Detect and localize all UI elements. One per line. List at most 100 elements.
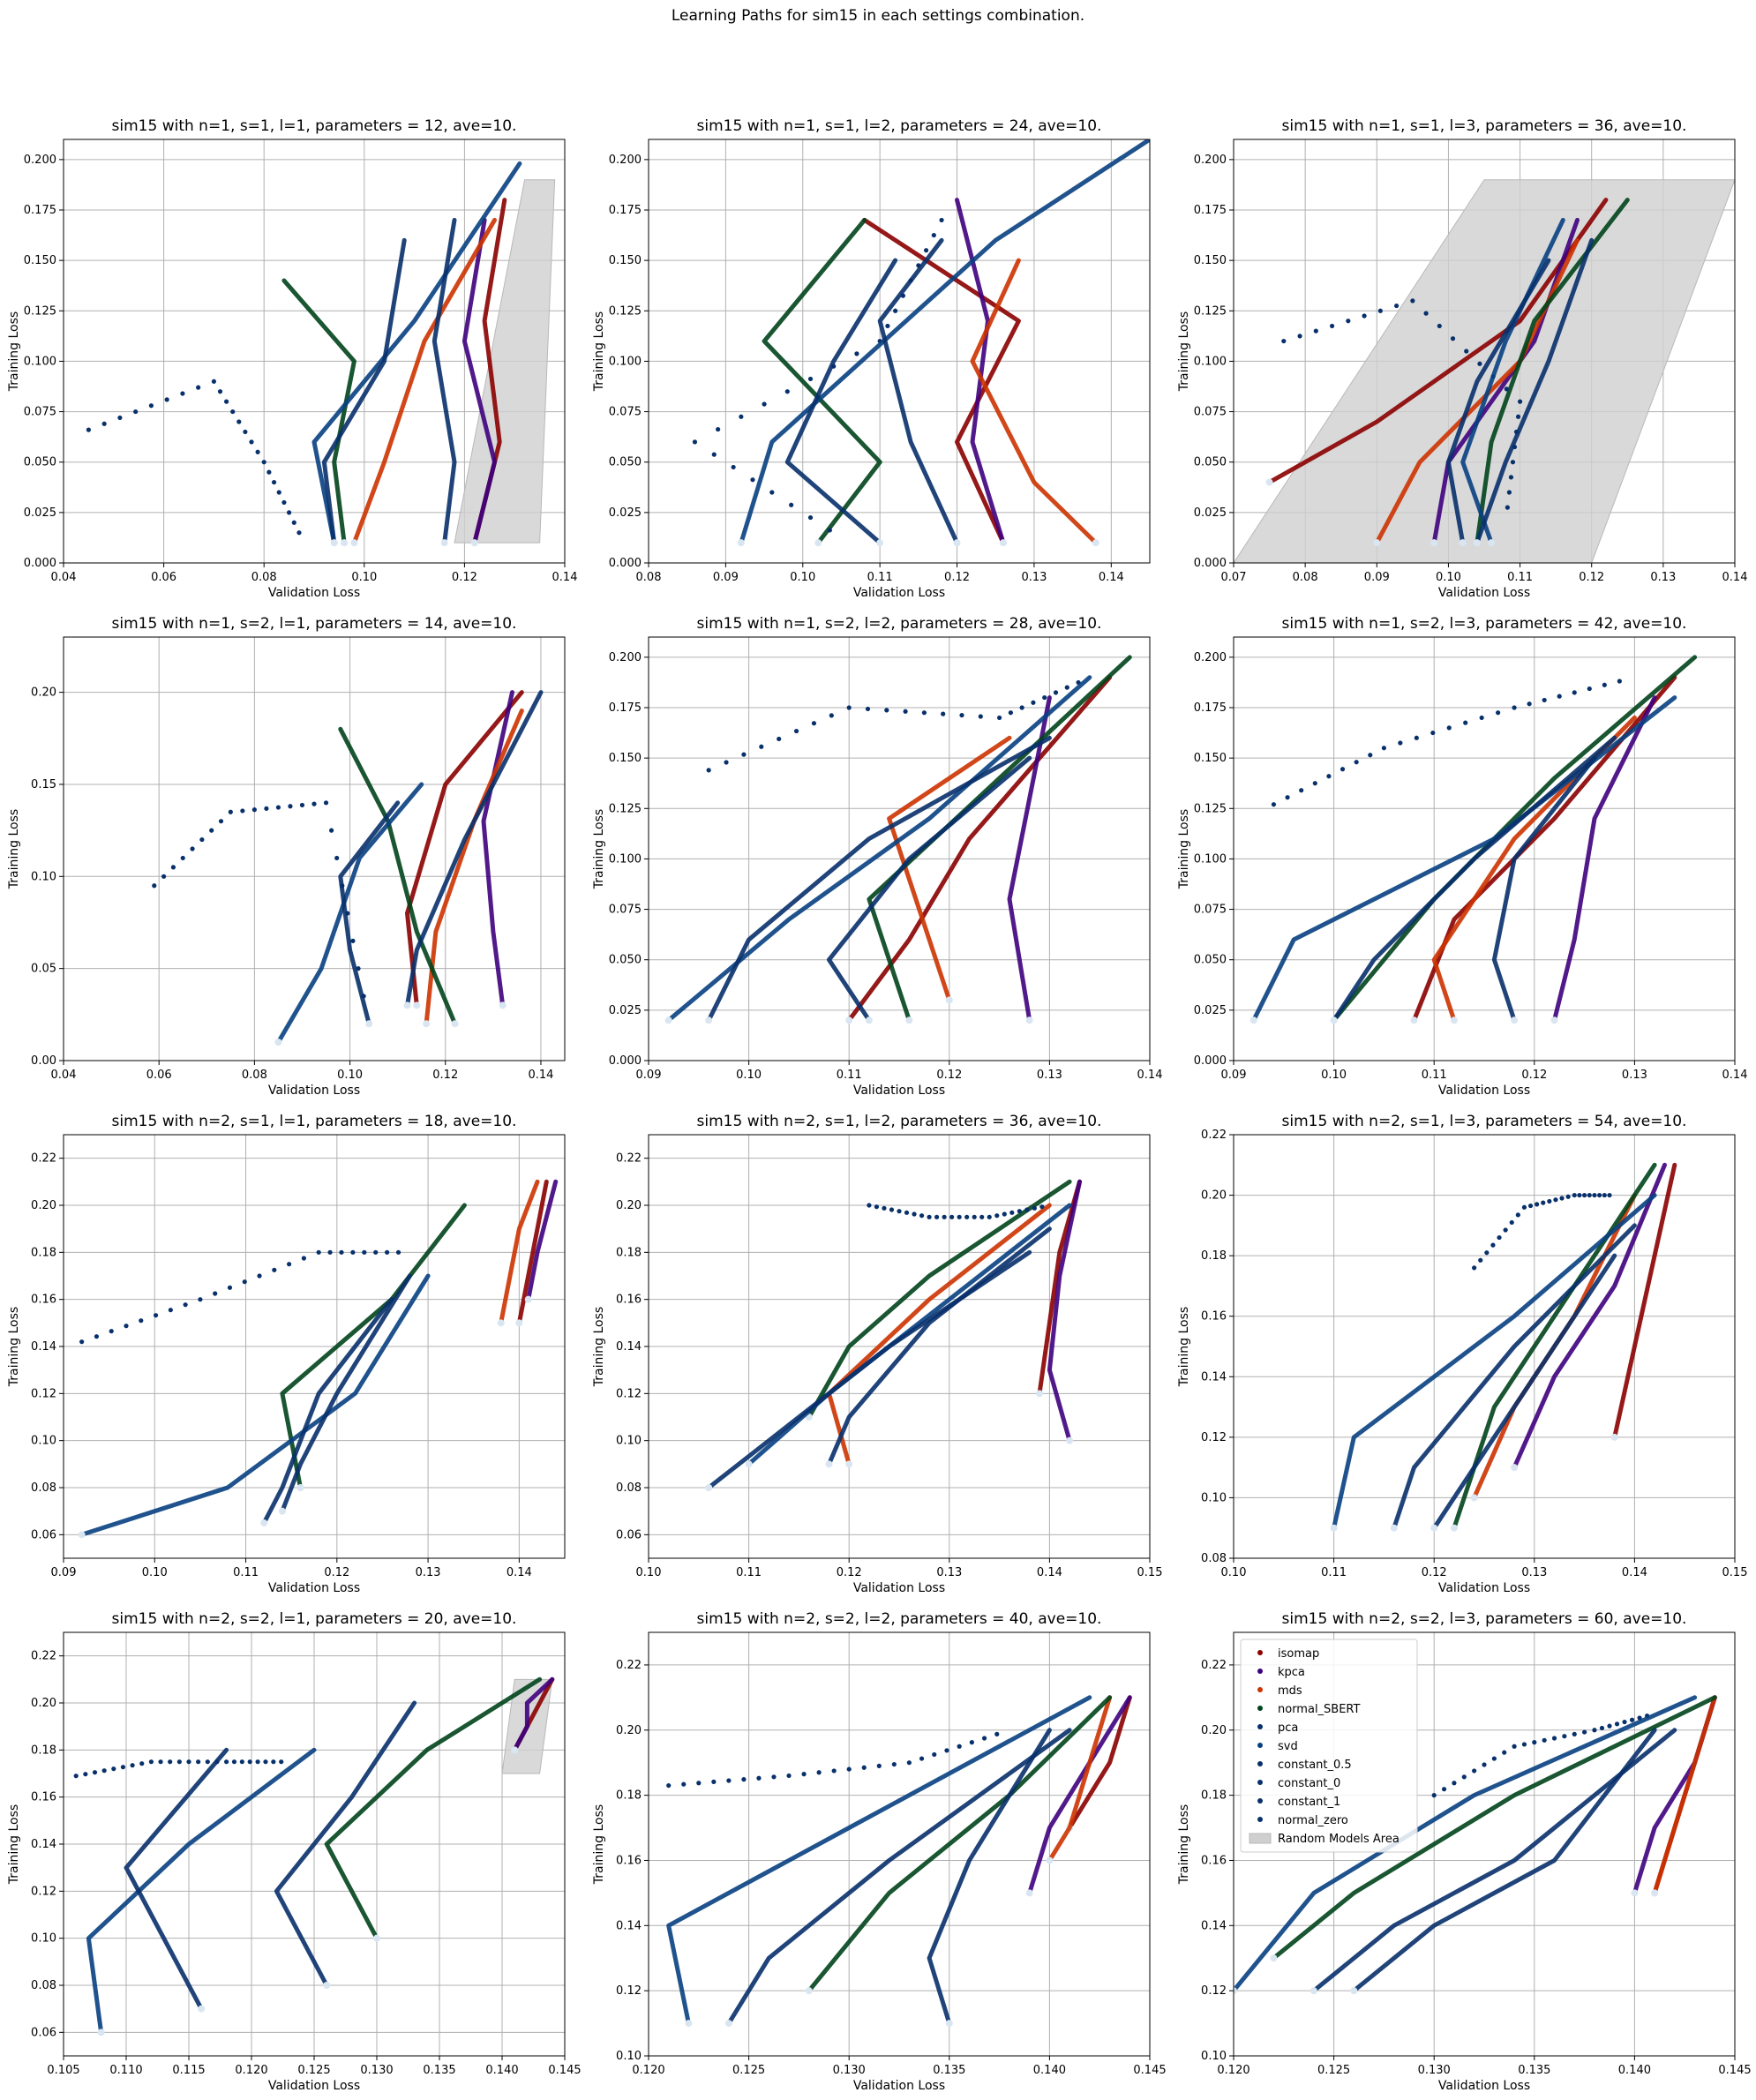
data-point [257, 1273, 262, 1279]
x-tick-label: 0.07 [1221, 571, 1247, 584]
data-point [1515, 414, 1521, 419]
series-kpca [1025, 1695, 1132, 1897]
data-point [1502, 1750, 1507, 1755]
y-tick-label: 0.175 [609, 204, 642, 217]
plot-area [73, 1676, 555, 2036]
data-point [1478, 1257, 1483, 1263]
data-point [1551, 1736, 1557, 1741]
data-point [209, 828, 214, 833]
y-tick-label: 0.025 [609, 506, 642, 520]
data-point [1521, 1204, 1527, 1210]
data-point [251, 807, 257, 813]
y-tick-label: 0.100 [1194, 852, 1227, 866]
data-point [139, 1318, 144, 1324]
x-axis-label: Validation Loss [853, 1581, 945, 1595]
series-line [1475, 237, 1595, 545]
series-end-point [1488, 539, 1496, 547]
data-point [73, 1774, 79, 1779]
series-line [1007, 695, 1052, 1023]
data-point [1512, 1744, 1517, 1749]
plot-area [692, 139, 1150, 547]
data-point [86, 427, 91, 432]
series-pca [692, 217, 944, 533]
series-line [512, 1676, 555, 1752]
data-point [939, 217, 944, 223]
x-tick-label: 0.10 [351, 571, 377, 584]
y-tick-label: 0.175 [1194, 204, 1227, 217]
series-constant_0.5 [278, 1273, 412, 1515]
data-point [301, 1256, 306, 1261]
x-tick-label: 0.12 [837, 1566, 862, 1579]
data-point [1535, 1202, 1540, 1207]
series-line [1431, 1253, 1617, 1531]
random-models-area [454, 179, 556, 544]
data-point [1515, 1212, 1520, 1218]
data-point [904, 1210, 910, 1215]
plot-area [1330, 1162, 1677, 1532]
y-axis-label: Training Loss [7, 311, 21, 392]
series-line [807, 1179, 1072, 1420]
series-pca [1431, 1714, 1650, 1798]
series-line [1491, 755, 1597, 1023]
data-point [240, 808, 245, 814]
data-point [1430, 730, 1436, 736]
series-constant_0 [1350, 1728, 1657, 1995]
series-end-point [1046, 1856, 1054, 1864]
data-point [1592, 1728, 1597, 1733]
data-point [152, 883, 157, 889]
data-point [1313, 328, 1318, 334]
y-tick-label: 0.12 [1201, 1984, 1227, 1998]
data-point [362, 1249, 367, 1255]
legend-label: constant_1 [1278, 1796, 1340, 1809]
data-point [1532, 1740, 1537, 1745]
y-tick-label: 0.16 [31, 1791, 56, 1804]
series-constant_0 [705, 1249, 1032, 1491]
data-point [1441, 1787, 1447, 1792]
plot-area [78, 1179, 559, 1539]
series-constant_0 [260, 1297, 394, 1526]
data-point [373, 1249, 379, 1255]
data-point [741, 752, 747, 757]
data-point [666, 1782, 672, 1789]
series-end-point [745, 1460, 753, 1468]
data-point [316, 1249, 321, 1255]
series-constant_0.5 [274, 1700, 417, 1989]
data-point [912, 1211, 917, 1217]
data-point [1506, 490, 1512, 495]
data-point [120, 1765, 126, 1770]
data-point [247, 1759, 252, 1765]
series-line [338, 726, 458, 1026]
x-tick-label: 0.115 [172, 2064, 205, 2077]
y-tick-label: 0.22 [616, 1152, 642, 1166]
legend-marker [1257, 1817, 1263, 1822]
y-axis-label: Training Loss [592, 1804, 606, 1885]
series-line [784, 258, 898, 545]
series-end-point [198, 2005, 206, 2013]
data-point [79, 1339, 85, 1345]
data-point [1557, 694, 1562, 699]
x-tick-label: 0.14 [1622, 1566, 1647, 1579]
legend-marker [1257, 1761, 1263, 1766]
data-point [1597, 1192, 1602, 1198]
series-pca [666, 1731, 1000, 1789]
data-point [1559, 1196, 1565, 1201]
y-axis-label: Training Loss [592, 311, 606, 392]
series-end-point [470, 539, 478, 547]
legend-label: isomap [1278, 1647, 1319, 1661]
legend-label: normal_SBERT [1278, 1703, 1361, 1716]
data-point [164, 397, 169, 402]
data-point [906, 1760, 912, 1766]
data-point [83, 1772, 88, 1777]
subplot-7: 0.09 0.10 0.11 0.12 0.13 0.14 0.06 0.08 0.10 0.12… [7, 1113, 566, 1595]
data-point [942, 1214, 947, 1219]
data-point [964, 1214, 970, 1219]
series-end-point [423, 1020, 431, 1028]
data-point [1577, 1192, 1582, 1198]
y-tick-label: 0.025 [1194, 1004, 1227, 1017]
x-axis-label: Validation Loss [268, 1084, 360, 1098]
data-point [1527, 1203, 1534, 1209]
series-end-point [1610, 1433, 1618, 1441]
series-end-point [1234, 1987, 1237, 1995]
data-point [1032, 1205, 1037, 1211]
data-point [190, 846, 195, 851]
